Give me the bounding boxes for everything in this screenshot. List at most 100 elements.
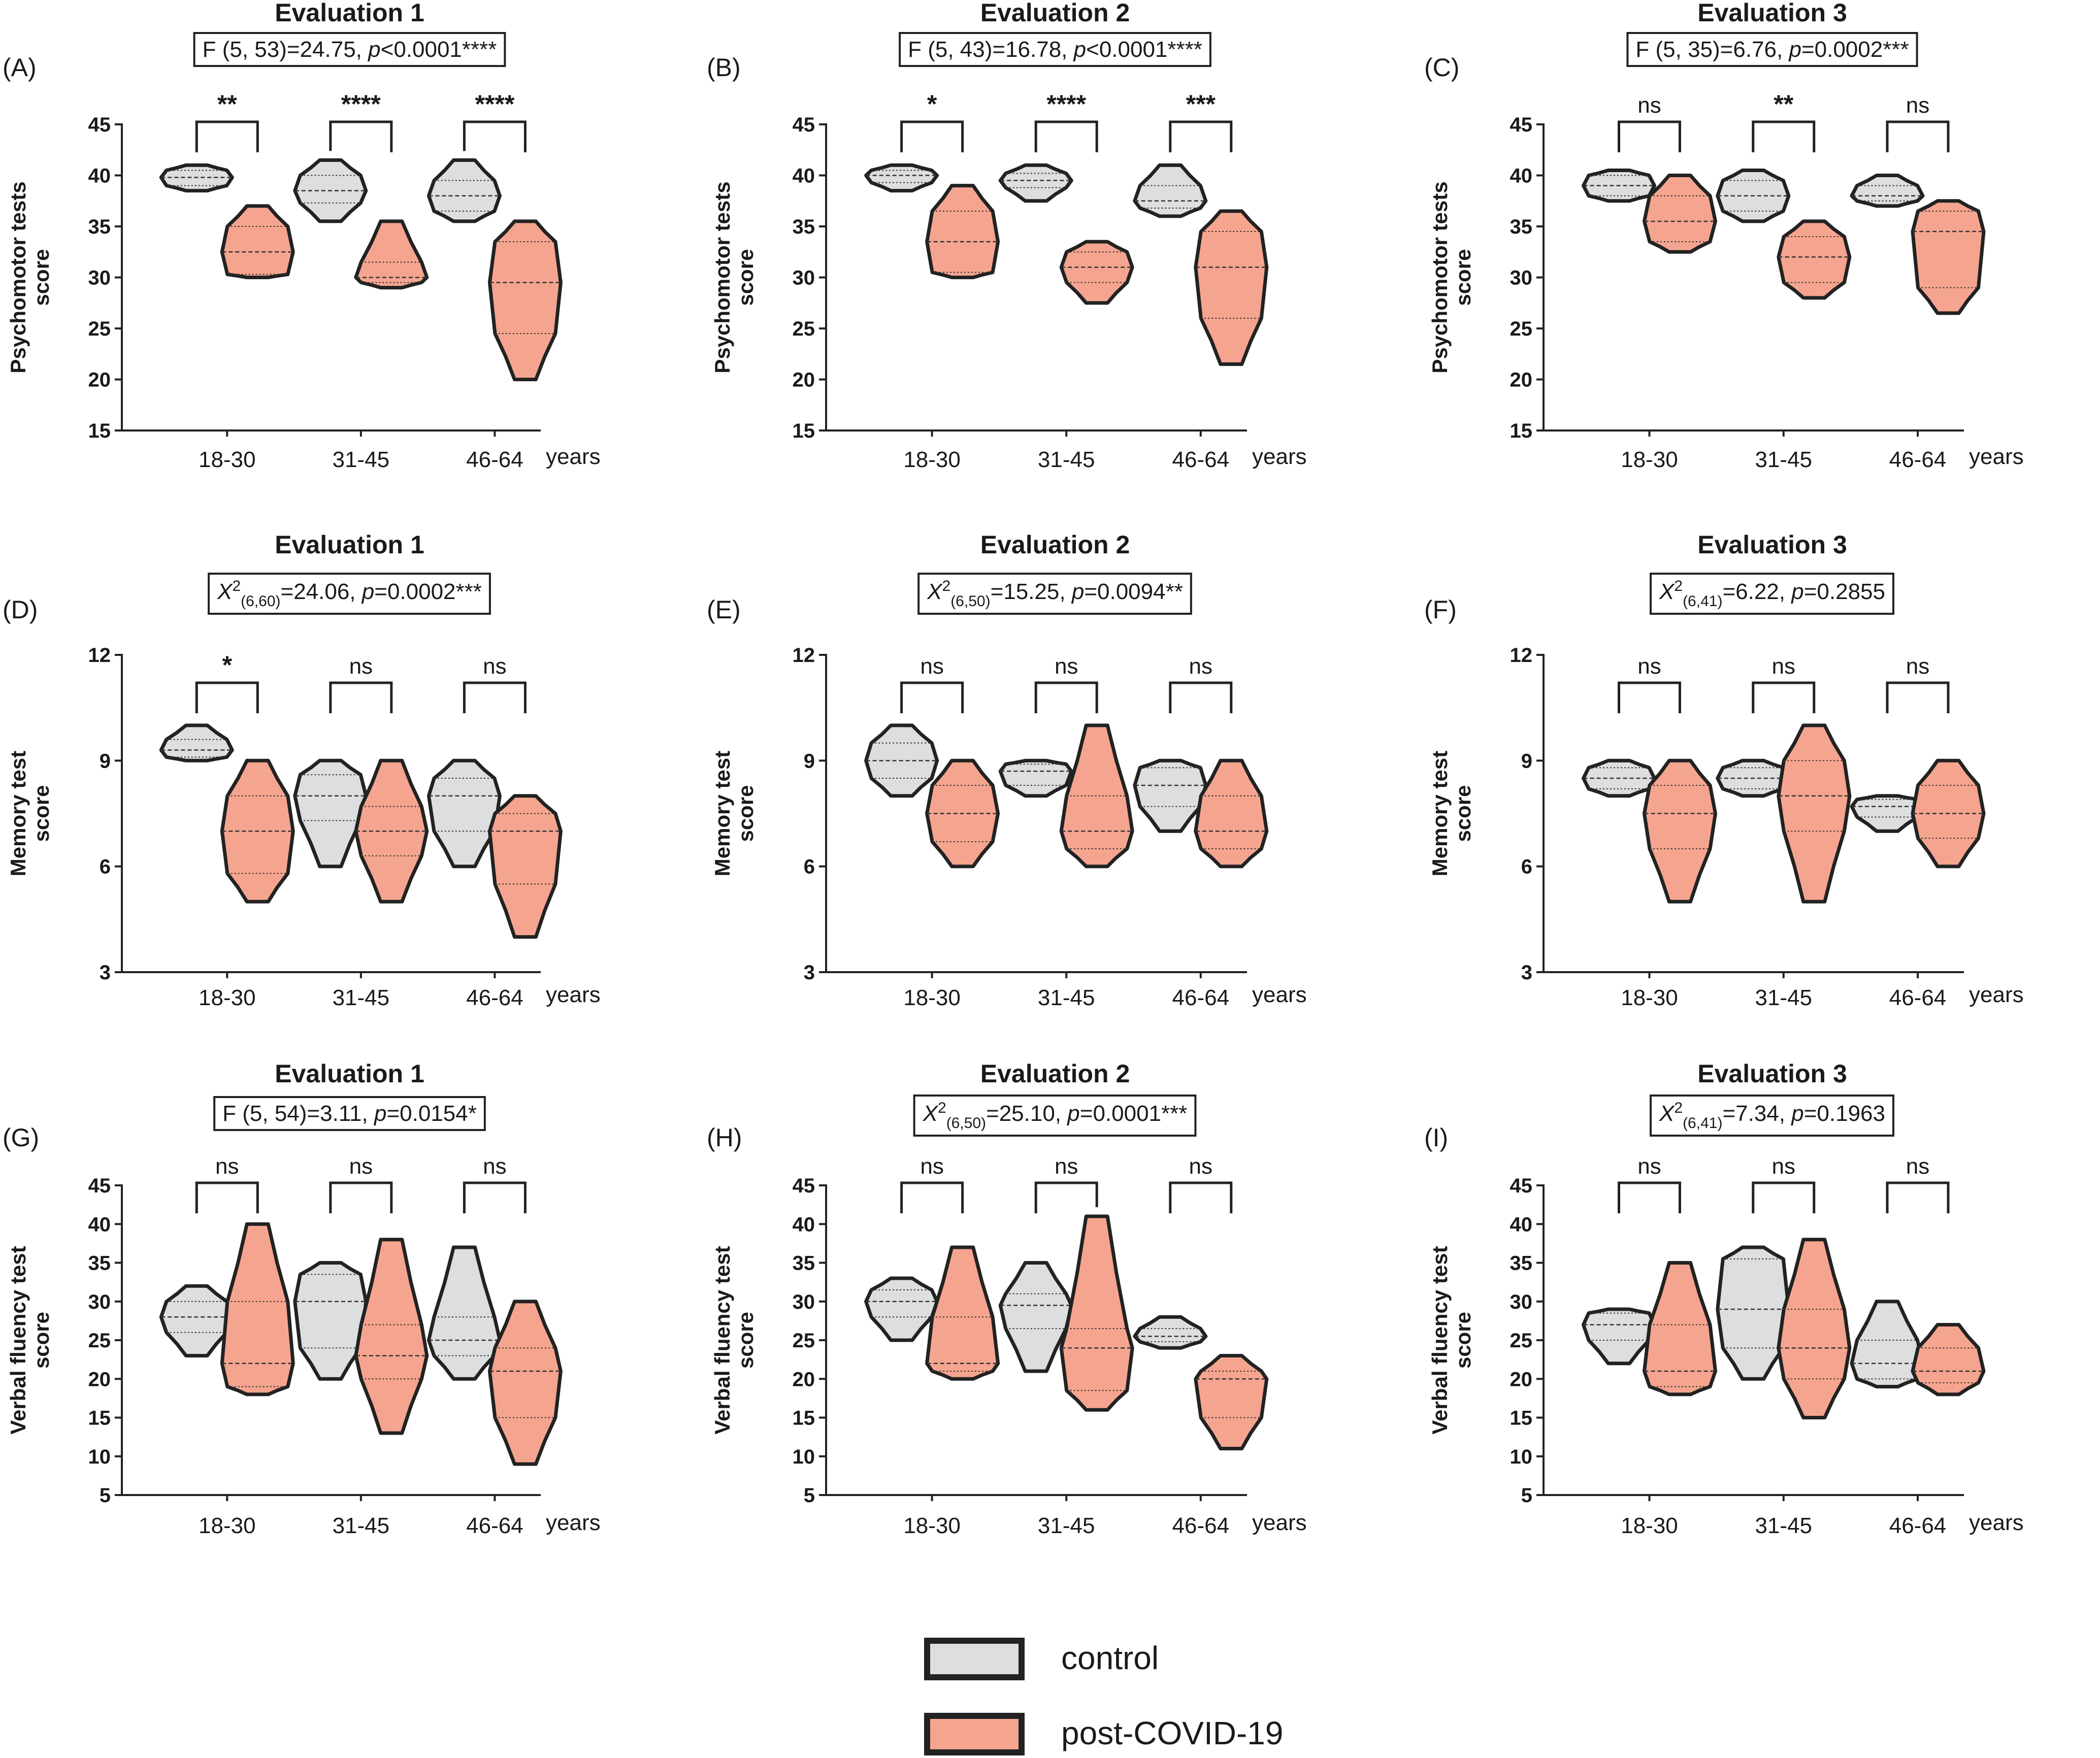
stat-part: (6,41): [1683, 1115, 1722, 1132]
stat-part: =0.0001***: [1080, 1101, 1188, 1126]
y-tick-label: 20: [1510, 1368, 1533, 1390]
y-tick-label: 12: [793, 644, 815, 667]
significance-label: ns: [1772, 1154, 1795, 1179]
violin-control: [159, 1284, 234, 1357]
x-tick-label: 46-64: [466, 447, 523, 472]
x-tick-label: 31-45: [1755, 447, 1812, 472]
y-tick-label: 20: [88, 1368, 111, 1390]
significance-bracket: [195, 120, 259, 152]
panel-title: Evaluation 2: [980, 530, 1130, 559]
violin-post-covid: [1194, 758, 1269, 869]
significance-bracket: [1752, 120, 1816, 152]
y-axis-label: Verbal fluency testscore: [6, 1246, 53, 1434]
panel-d: (D) Evaluation 1 X2(6,60)=24.06, p=0.0002*…: [3, 530, 601, 1010]
x-tick-label: 18-30: [1621, 985, 1678, 1010]
stat-text: X2(6,50)=25.10, p=0.0001***: [923, 1100, 1188, 1132]
violin-post-covid: [1059, 723, 1134, 869]
stat-part: =24.06,: [281, 579, 362, 604]
violin-post-covid: [1643, 174, 1717, 254]
violin-post-covid: [354, 219, 429, 290]
y-axis-label-line: score: [734, 249, 758, 306]
y-tick-label: 6: [100, 856, 111, 878]
y-axis-label-line: Psychomotor tests: [710, 181, 734, 373]
stat-text: X2(6,41)=6.22, p=0.2855: [1659, 578, 1885, 610]
y-axis-label-line: Psychomotor tests: [1428, 181, 1452, 373]
y-axis-label-line: score: [1451, 249, 1475, 306]
significance-label: *: [222, 651, 233, 679]
panel-a: (A) Evaluation 1 F (5, 53)=24.75, p<0.0001…: [3, 0, 601, 472]
significance-bracket: [195, 681, 259, 713]
y-tick-label: 15: [793, 1407, 815, 1430]
x-tick-label: 46-64: [1889, 1513, 1947, 1538]
significance-bracket: [463, 1181, 527, 1213]
x-axis-unit: years: [546, 1510, 601, 1535]
y-tick-label: 5: [804, 1484, 815, 1507]
y-tick-label: 30: [793, 267, 815, 289]
violin-post-covid: [1194, 1354, 1269, 1450]
stat-part: p: [1790, 1101, 1803, 1126]
y-tick-label: 25: [88, 1330, 111, 1352]
significance-bracket: [329, 1181, 393, 1213]
panel-label: (E): [707, 595, 741, 624]
stat-part: p: [1066, 1101, 1079, 1126]
y-tick-label: 3: [1521, 961, 1532, 984]
x-tick-label: 46-64: [1889, 447, 1947, 472]
stat-part: =0.2855: [1804, 579, 1885, 604]
stat-text: F (5, 54)=3.11, p=0.0154*: [222, 1101, 477, 1126]
y-axis-label-line: score: [734, 1312, 758, 1369]
violin-control: [159, 723, 234, 762]
stat-text: X2(6,41)=7.34, p=0.1963: [1659, 1100, 1885, 1132]
y-tick-label: 35: [1510, 216, 1533, 238]
stat-part: p: [1071, 579, 1084, 604]
x-tick-label: 46-64: [466, 1513, 523, 1538]
significance-bracket: [463, 681, 527, 713]
panel-label: (F): [1424, 595, 1457, 624]
significance-bracket: [1752, 681, 1816, 713]
y-tick-label: 45: [88, 114, 111, 136]
panel-i: (I) Evaluation 3 X2(6,41)=7.34, p=0.1963 5 1…: [1424, 1059, 2024, 1538]
y-axis-label: Psychomotor testsscore: [6, 181, 53, 373]
x-tick-label: 18-30: [199, 1513, 256, 1538]
panel-c: (C) Evaluation 3 F (5, 35)=6.76, p=0.0002*…: [1424, 0, 2024, 472]
significance-bracket: [1034, 120, 1098, 152]
stat-part: X: [1659, 1101, 1675, 1126]
y-tick-label: 35: [793, 216, 815, 238]
violin-post-covid: [1777, 1238, 1852, 1419]
significance-label: ns: [1189, 654, 1212, 679]
stat-part: =0.0002***: [374, 579, 482, 604]
violin-post-covid: [1059, 1214, 1134, 1412]
stat-part: =7.34,: [1722, 1101, 1791, 1126]
x-axis-unit: years: [546, 982, 601, 1007]
violin-control: [1133, 163, 1208, 218]
y-tick-label: 25: [1510, 1330, 1533, 1352]
panel-label: (I): [1424, 1123, 1448, 1152]
y-tick-label: 40: [88, 1213, 111, 1236]
y-tick-label: 20: [88, 369, 111, 391]
significance-label: ns: [1637, 93, 1661, 118]
x-axis-unit: years: [1252, 1510, 1307, 1535]
violin-control: [426, 158, 502, 223]
significance-label: ****: [1046, 90, 1086, 118]
x-tick-label: 46-64: [1172, 447, 1230, 472]
y-tick-label: 40: [793, 165, 815, 187]
stat-part: <0.0001****: [1086, 37, 1202, 62]
violin-post-covid: [1059, 240, 1134, 305]
panel-title: Evaluation 3: [1697, 0, 1847, 27]
y-tick-label: 35: [793, 1252, 815, 1275]
violin-post-covid: [487, 1300, 563, 1466]
significance-bracket: [1169, 120, 1233, 152]
y-tick-label: 35: [88, 216, 111, 238]
significance-label: ns: [215, 1154, 239, 1179]
y-tick-label: 6: [804, 856, 815, 878]
stat-box: [917, 573, 1192, 615]
violin-post-covid: [487, 794, 563, 939]
significance-label: ns: [1637, 654, 1661, 679]
significance-label: ****: [475, 90, 514, 118]
x-tick-label: 31-45: [333, 985, 390, 1010]
y-tick-label: 5: [1521, 1484, 1532, 1507]
y-tick-label: 30: [1510, 267, 1533, 289]
legend-label: post-COVID-19: [1061, 1715, 1283, 1751]
stat-text: X2(6,50)=15.25, p=0.0094**: [927, 578, 1183, 610]
significance-label: ns: [1637, 1154, 1661, 1179]
y-axis-label-line: score: [29, 249, 53, 306]
